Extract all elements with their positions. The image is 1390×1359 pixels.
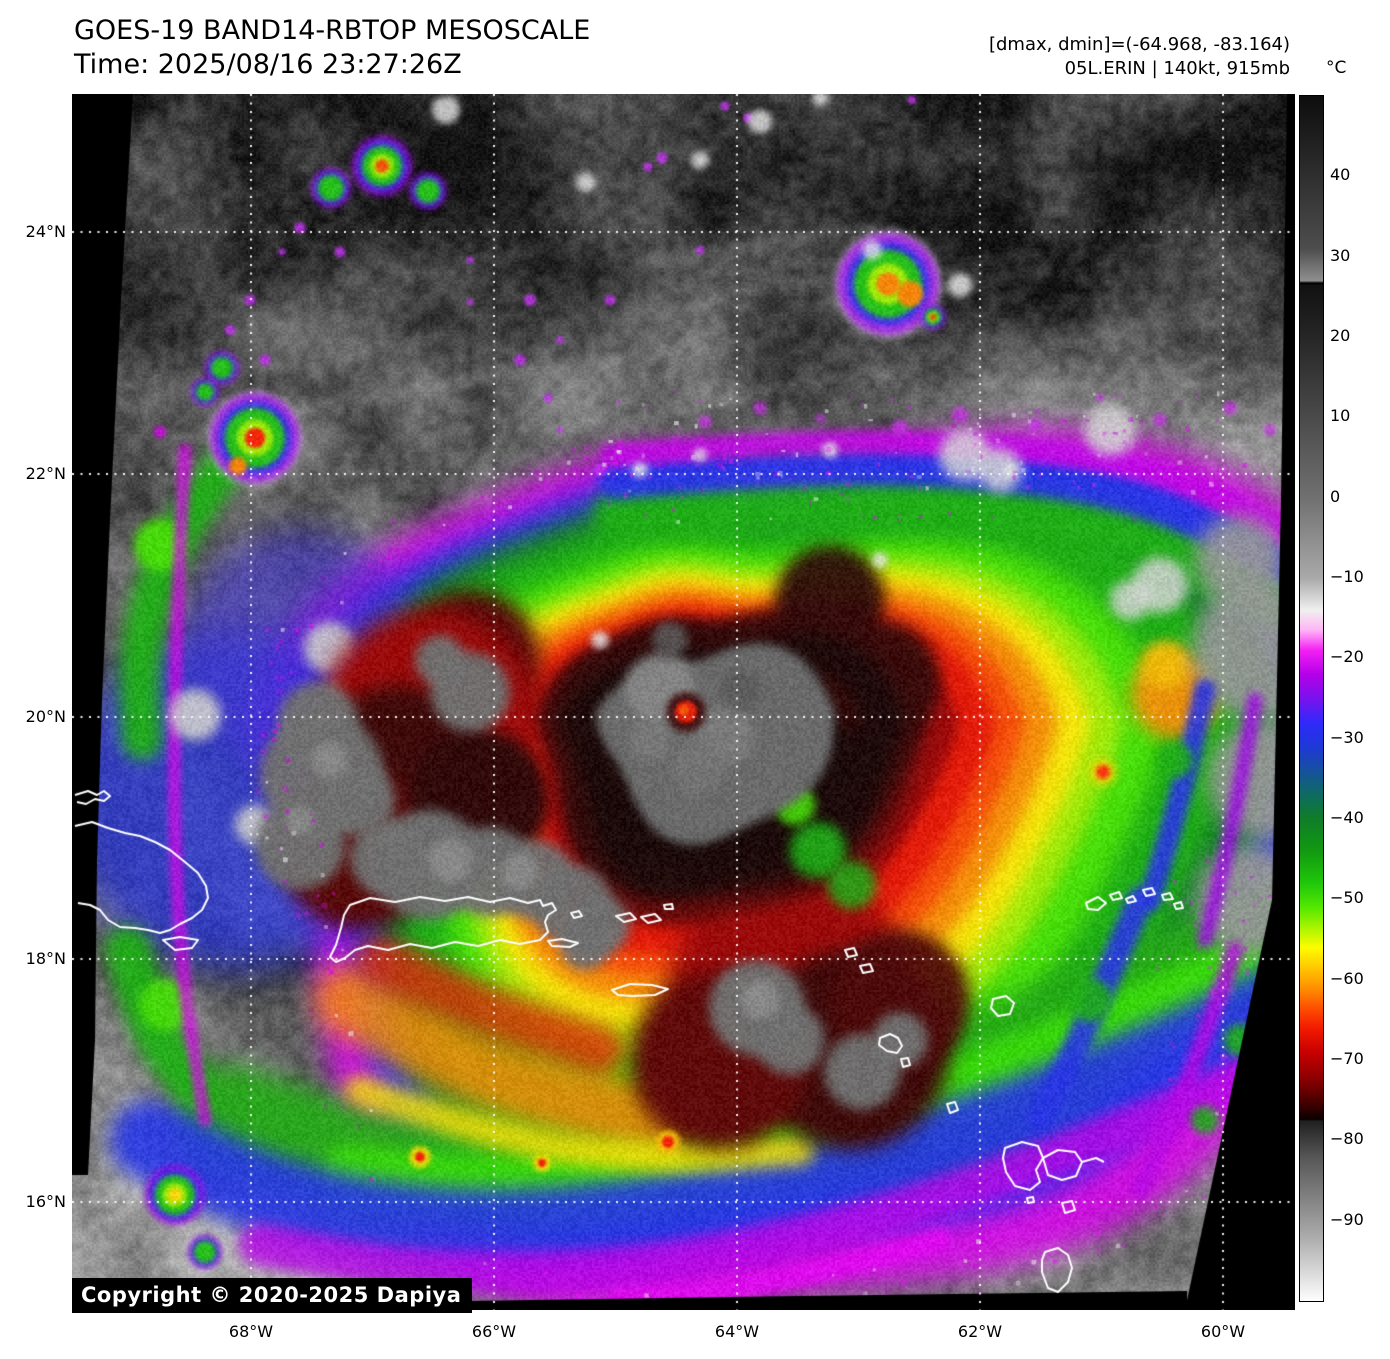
product-title: GOES-19 BAND14-RBTOP MESOSCALE: [74, 15, 591, 46]
lat-tick-label: 20°N: [25, 707, 66, 726]
storm-info-annotation: 05L.ERIN | 140kt, 915mb: [1064, 58, 1290, 79]
colorbar-tick-label: −90: [1330, 1209, 1364, 1229]
lon-tick-label: 60°W: [1200, 1322, 1246, 1341]
copyright-badge: Copyright © 2020-2025 Dapiya: [72, 1278, 473, 1313]
colorbar-tick-label: 30: [1330, 245, 1351, 265]
lat-tick-label: 24°N: [25, 222, 66, 241]
lon-tick-label: 64°W: [714, 1322, 760, 1341]
satellite-map: Copyright © 2020-2025 Dapiya: [72, 94, 1295, 1313]
colorbar-tick-label: −50: [1330, 888, 1364, 908]
colorbar-tick-label: −70: [1330, 1049, 1364, 1068]
colorbar-tick-label: 40: [1330, 165, 1351, 185]
colorbar: [1299, 95, 1324, 1302]
colorbar-tick-label: 20: [1330, 326, 1351, 345]
lon-tick-label: 62°W: [957, 1322, 1003, 1341]
colorbar-tick-label: −20: [1330, 647, 1364, 667]
lat-tick-label: 16°N: [25, 1192, 66, 1211]
satellite-imagery-canvas: [72, 94, 1295, 1310]
lon-tick-label: 68°W: [228, 1322, 274, 1341]
colorbar-tick-label: −80: [1330, 1129, 1364, 1149]
colorbar-tick-label: −30: [1330, 727, 1364, 747]
lon-tick-label: 66°W: [471, 1322, 517, 1341]
lat-tick-label: 22°N: [25, 464, 66, 483]
timestamp: Time: 2025/08/16 23:27:26Z: [74, 49, 462, 80]
colorbar-tick-label: 0: [1330, 486, 1341, 506]
dmax-dmin-annotation: [dmax, dmin]=(-64.968, -83.164): [988, 34, 1290, 55]
colorbar-tick-label: 10: [1330, 406, 1351, 426]
colorbar-unit-label: °C: [1326, 58, 1347, 78]
colorbar-tick-label: −10: [1330, 567, 1364, 586]
lat-tick-label: 18°N: [25, 949, 66, 968]
colorbar-tick-label: −60: [1330, 968, 1364, 988]
colorbar-tick-label: −40: [1330, 808, 1364, 827]
